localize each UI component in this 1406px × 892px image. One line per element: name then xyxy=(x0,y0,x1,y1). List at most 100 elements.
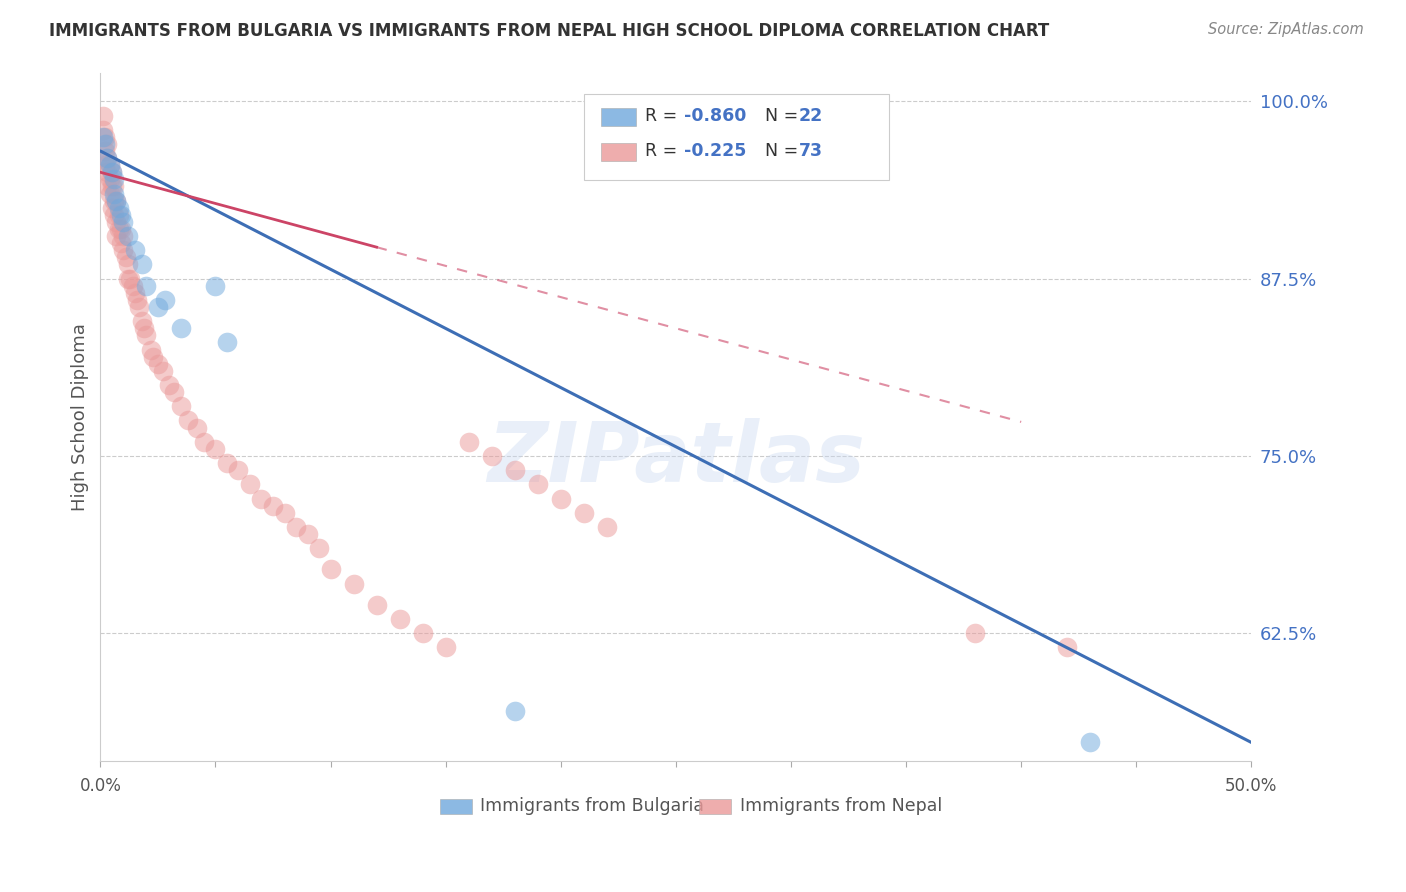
Point xyxy=(177,413,200,427)
Text: N =: N = xyxy=(765,142,803,160)
Point xyxy=(101,179,124,194)
Point xyxy=(131,257,153,271)
Point xyxy=(142,350,165,364)
Point xyxy=(101,201,124,215)
Point xyxy=(98,158,121,172)
Point xyxy=(107,222,129,236)
Text: -0.860: -0.860 xyxy=(683,107,747,125)
Point xyxy=(132,321,155,335)
Text: ZIPatlas: ZIPatlas xyxy=(486,417,865,499)
Point xyxy=(112,215,135,229)
Point xyxy=(215,456,238,470)
Point xyxy=(105,229,128,244)
Point xyxy=(250,491,273,506)
Point xyxy=(204,278,226,293)
Point xyxy=(127,293,149,307)
Point xyxy=(101,165,124,179)
Point xyxy=(146,300,169,314)
Point xyxy=(117,257,139,271)
Point xyxy=(98,158,121,172)
Point xyxy=(170,321,193,335)
Point xyxy=(91,109,114,123)
Point xyxy=(98,172,121,186)
Point xyxy=(117,271,139,285)
Point xyxy=(101,165,124,179)
Y-axis label: High School Diploma: High School Diploma xyxy=(72,323,89,511)
Point xyxy=(366,598,388,612)
Point xyxy=(120,271,142,285)
FancyBboxPatch shape xyxy=(583,94,889,179)
Point xyxy=(965,626,987,640)
Point xyxy=(550,491,572,506)
Point xyxy=(152,364,174,378)
Point xyxy=(94,136,117,151)
Point xyxy=(153,293,176,307)
Text: R =: R = xyxy=(645,142,682,160)
Point xyxy=(96,151,118,165)
Point xyxy=(103,186,125,201)
Point xyxy=(117,229,139,244)
Point xyxy=(110,236,132,251)
Point xyxy=(135,328,157,343)
Point xyxy=(239,477,262,491)
Point xyxy=(96,136,118,151)
Text: 50.0%: 50.0% xyxy=(1225,778,1278,796)
Text: Source: ZipAtlas.com: Source: ZipAtlas.com xyxy=(1208,22,1364,37)
Text: IMMIGRANTS FROM BULGARIA VS IMMIGRANTS FROM NEPAL HIGH SCHOOL DIPLOMA CORRELATIO: IMMIGRANTS FROM BULGARIA VS IMMIGRANTS F… xyxy=(49,22,1049,40)
Point xyxy=(228,463,250,477)
Point xyxy=(103,179,125,194)
Point xyxy=(388,612,411,626)
Point xyxy=(342,576,364,591)
Point xyxy=(105,194,128,208)
Point xyxy=(157,378,180,392)
Point xyxy=(91,129,114,144)
Point xyxy=(170,400,193,414)
Point xyxy=(103,208,125,222)
Point xyxy=(128,300,150,314)
Point xyxy=(503,463,526,477)
Point xyxy=(204,442,226,456)
Text: 0.0%: 0.0% xyxy=(79,778,121,796)
Point xyxy=(107,201,129,215)
Text: -0.225: -0.225 xyxy=(683,142,747,160)
Point xyxy=(596,520,619,534)
Point xyxy=(94,129,117,144)
Text: R =: R = xyxy=(645,107,682,125)
Point xyxy=(412,626,434,640)
Point xyxy=(146,357,169,371)
Point xyxy=(308,541,330,556)
Point xyxy=(124,285,146,300)
Point xyxy=(94,158,117,172)
Text: Immigrants from Bulgaria: Immigrants from Bulgaria xyxy=(481,797,704,814)
Point xyxy=(319,562,342,576)
FancyBboxPatch shape xyxy=(600,108,636,126)
Point xyxy=(96,165,118,179)
Point xyxy=(98,186,121,201)
Point xyxy=(112,229,135,244)
Point xyxy=(94,144,117,158)
Point xyxy=(1078,735,1101,749)
Point xyxy=(96,179,118,194)
Point xyxy=(481,449,503,463)
Text: 22: 22 xyxy=(799,107,824,125)
FancyBboxPatch shape xyxy=(440,798,472,814)
Point xyxy=(193,434,215,449)
Point xyxy=(285,520,308,534)
FancyBboxPatch shape xyxy=(600,143,636,161)
Point xyxy=(112,244,135,258)
Point xyxy=(131,314,153,328)
Point xyxy=(96,151,118,165)
Point xyxy=(103,194,125,208)
Point xyxy=(121,278,143,293)
Point xyxy=(114,251,136,265)
Point xyxy=(139,343,162,357)
Point xyxy=(124,244,146,258)
Point xyxy=(215,335,238,350)
Point xyxy=(110,222,132,236)
Text: Immigrants from Nepal: Immigrants from Nepal xyxy=(741,797,942,814)
Point xyxy=(457,434,479,449)
Point xyxy=(1056,640,1078,655)
Point xyxy=(110,208,132,222)
Point xyxy=(273,506,295,520)
Point xyxy=(105,215,128,229)
